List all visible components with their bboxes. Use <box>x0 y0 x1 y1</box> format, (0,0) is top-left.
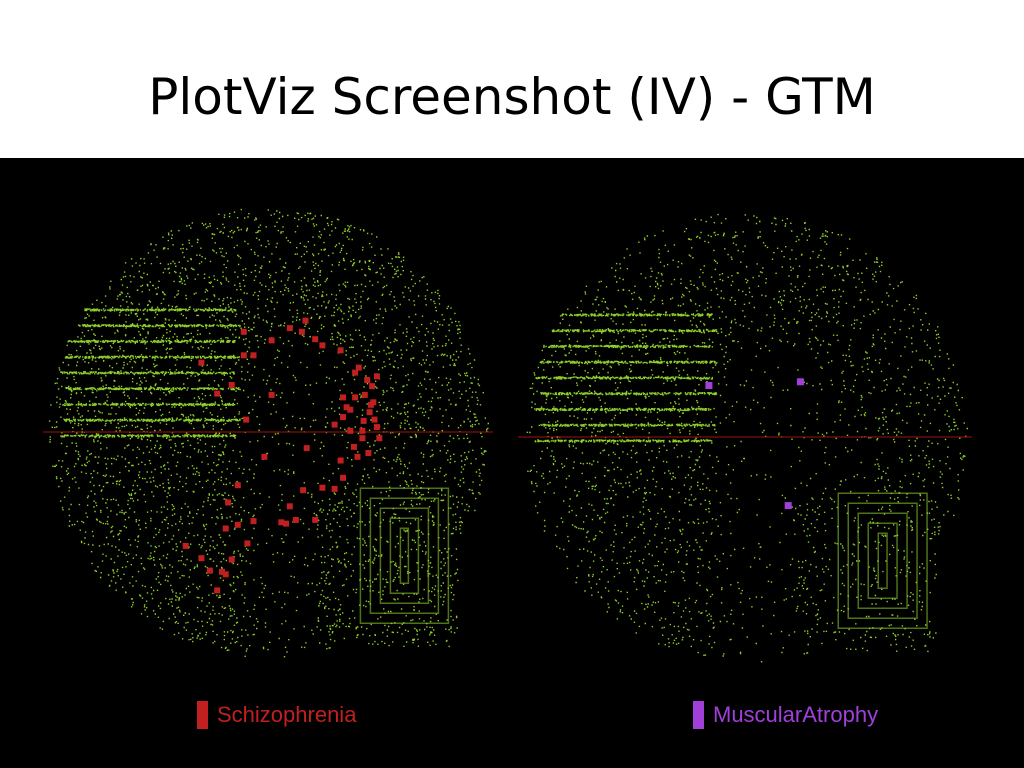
highlight-point <box>214 390 221 397</box>
highlight-point <box>340 414 346 421</box>
point-cloud-1 <box>518 213 972 663</box>
background-points <box>48 208 490 658</box>
highlight-point <box>240 352 247 359</box>
highlight-point <box>376 435 383 442</box>
legend-muscularatrophy: MuscularAtrophy <box>693 701 878 729</box>
highlight-point <box>359 435 366 442</box>
highlight-point <box>303 445 310 452</box>
highlight-point <box>373 373 380 380</box>
box-ring <box>359 487 450 624</box>
box-ring <box>847 502 918 619</box>
highlight-point <box>240 328 247 335</box>
slide-title: PlotViz Screenshot (IV) - GTM <box>148 68 876 126</box>
highlight-points-1 <box>705 378 804 510</box>
highlight-point <box>337 457 344 464</box>
highlight-point <box>292 516 299 523</box>
box-ring <box>399 527 410 584</box>
highlight-point <box>228 556 235 563</box>
box-ring <box>837 492 928 629</box>
highlight-point <box>244 540 251 547</box>
highlight-point <box>222 571 229 578</box>
highlight-point <box>312 516 319 523</box>
highlight-point <box>364 377 371 383</box>
highlight-point <box>796 378 804 386</box>
highlight-point <box>705 382 713 389</box>
highlight-points-0 <box>182 317 383 594</box>
highlight-point <box>347 427 354 434</box>
highlight-point <box>354 453 361 460</box>
highlight-point <box>250 518 257 525</box>
highlight-point <box>283 520 290 527</box>
highlight-point <box>214 587 221 594</box>
highlight-point <box>225 499 232 506</box>
highlight-point <box>371 416 378 423</box>
box-ring <box>389 517 420 594</box>
legend-label-schizophrenia: Schizophrenia <box>217 702 357 727</box>
highlight-point <box>340 474 346 481</box>
legend-swatch-schizophrenia <box>197 701 208 729</box>
box-ring <box>379 507 430 604</box>
highlight-point <box>365 450 372 456</box>
highlight-point <box>343 404 350 411</box>
highlight-point <box>337 347 344 354</box>
highlight-point <box>367 401 374 408</box>
point-cloud-0 <box>43 208 493 658</box>
highlight-point <box>340 394 346 401</box>
legend-schizophrenia: Schizophrenia <box>197 701 356 729</box>
highlight-point <box>243 416 250 423</box>
highlight-point <box>268 391 275 398</box>
highlight-point <box>250 352 257 359</box>
box-ring <box>867 522 898 599</box>
box-ring <box>877 532 888 589</box>
highlight-point <box>234 482 241 489</box>
highlight-point <box>331 421 338 428</box>
box-ring <box>369 497 440 614</box>
highlight-point <box>222 525 229 532</box>
highlight-point <box>352 394 359 401</box>
highlight-point <box>784 502 792 510</box>
highlight-point <box>319 484 326 491</box>
highlight-point <box>312 336 319 343</box>
background-points <box>526 213 968 663</box>
highlight-point <box>347 406 354 413</box>
highlight-point <box>198 555 205 562</box>
highlight-point <box>261 453 268 460</box>
highlight-point <box>278 519 285 526</box>
highlight-point <box>268 337 275 344</box>
highlight-point <box>206 567 213 574</box>
highlight-point <box>361 391 368 398</box>
highlight-point <box>219 568 225 575</box>
highlight-point <box>350 443 357 450</box>
highlight-point <box>319 342 326 349</box>
highlight-point <box>182 542 189 549</box>
highlight-point <box>298 328 305 335</box>
highlight-point <box>355 364 362 371</box>
highlight-point <box>300 487 307 494</box>
highlight-point <box>331 485 338 492</box>
box-ring <box>857 512 908 609</box>
highlight-point <box>234 521 241 528</box>
highlight-point <box>352 369 359 376</box>
legend-label-muscularatrophy: MuscularAtrophy <box>713 702 879 727</box>
highlight-point <box>373 424 380 431</box>
highlight-point <box>359 427 366 434</box>
highlight-point <box>228 382 235 388</box>
legend-swatch-muscularatrophy <box>693 701 704 729</box>
highlight-point <box>198 359 205 366</box>
highlight-point <box>286 325 293 332</box>
highlight-point <box>286 503 293 510</box>
highlight-point <box>366 409 373 416</box>
highlight-point <box>360 417 367 424</box>
highlight-point <box>302 317 309 324</box>
title-bar: PlotViz Screenshot (IV) - GTM <box>0 0 1024 158</box>
highlight-point <box>369 383 376 390</box>
